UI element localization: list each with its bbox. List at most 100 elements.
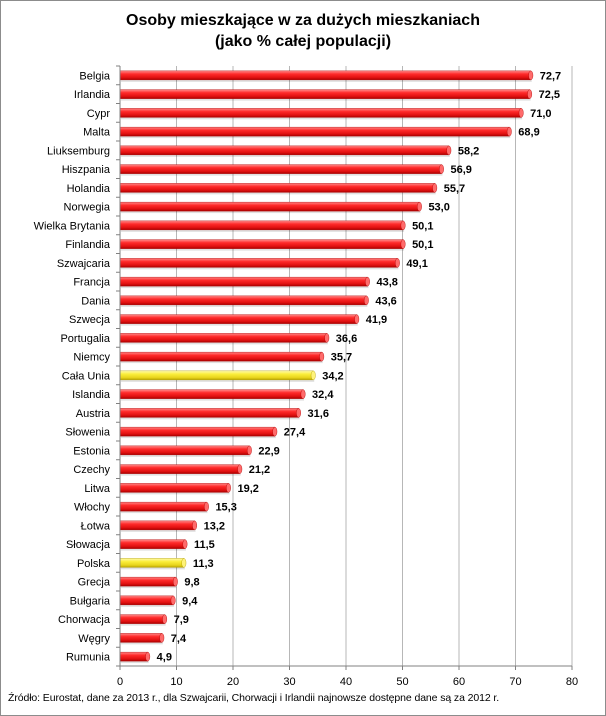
bar-end-cap — [395, 258, 400, 268]
bar-Holandia — [119, 183, 435, 193]
category-label: Polska — [77, 558, 111, 570]
data-label: 7,4 — [171, 633, 187, 645]
bar-end-cap — [363, 295, 369, 306]
bar-end-cap — [400, 239, 406, 249]
data-labels: 72,7 72,5 71,0 68,9 58,2 56,9 55,7 53,0 50,1 50,1… — [157, 70, 561, 663]
bar-Grecja — [119, 576, 176, 587]
data-label: 41,9 — [366, 314, 387, 326]
data-label: 31,6 — [308, 408, 329, 420]
bar-end-cap — [310, 370, 316, 381]
bar-Islandia — [119, 389, 304, 399]
category-label: Węgry — [78, 633, 110, 645]
data-label: 35,7 — [331, 352, 352, 364]
category-label: Cypr — [87, 108, 111, 120]
category-label: Szwecja — [69, 314, 111, 326]
category-label: Norwegia — [64, 202, 111, 214]
data-label: 32,4 — [312, 389, 334, 401]
bar-end-cap — [528, 70, 534, 81]
x-tick-label-60: 60 — [453, 676, 465, 688]
bar-Cypr — [119, 108, 522, 118]
category-label: Islandia — [72, 389, 111, 401]
bar-Wielka Brytania — [119, 220, 404, 231]
bar-Malta — [119, 126, 510, 137]
category-label: Belgia — [79, 70, 110, 82]
bar-end-cap — [246, 445, 252, 456]
category-label: Holandia — [67, 183, 111, 195]
bar-end-cap — [145, 651, 151, 662]
bar-Norwegia — [119, 201, 420, 212]
bar-Liuksemburg — [119, 145, 450, 156]
category-label: Irlandia — [74, 89, 111, 101]
bar-end-cap — [354, 314, 360, 324]
category-label: Malta — [83, 127, 111, 139]
category-label: Czechy — [73, 464, 110, 476]
bar-end-cap — [300, 389, 306, 399]
bar-Chorwacja — [119, 614, 165, 624]
data-label: 15,3 — [215, 502, 236, 514]
bar-end-cap — [432, 183, 438, 193]
bar-end-cap — [172, 576, 178, 587]
x-tick-label-80: 80 — [566, 676, 578, 688]
bar-end-cap — [237, 464, 243, 474]
category-labels: Belgia Irlandia Cypr Malta Liuksemburg Hiszpa… — [34, 70, 111, 663]
bars — [119, 70, 534, 664]
category-label: Litwa — [84, 483, 111, 495]
x-tick-label-40: 40 — [340, 676, 352, 688]
bar-Słowacja — [119, 539, 186, 549]
category-label: Niemcy — [73, 352, 110, 364]
bar-end-cap — [417, 201, 422, 212]
category-label: Szwajcaria — [57, 258, 111, 270]
data-label: 9,8 — [184, 577, 199, 589]
bar-Cała Unia — [119, 370, 314, 381]
bar-Belgia — [119, 70, 531, 81]
category-label: Dania — [81, 295, 111, 307]
bar-end-cap — [162, 614, 168, 624]
data-label: 4,9 — [157, 652, 172, 664]
category-label: Portugalia — [60, 333, 110, 345]
data-label: 50,1 — [412, 239, 433, 251]
axes — [116, 65, 573, 670]
data-label: 58,2 — [458, 145, 479, 157]
category-label: Estonia — [73, 445, 111, 457]
bar-end-cap — [324, 333, 330, 343]
category-label: Grecja — [78, 577, 111, 589]
x-tick-label-50: 50 — [396, 676, 408, 688]
category-label: Rumunia — [66, 652, 111, 664]
category-label: Wielka Brytania — [34, 220, 111, 232]
category-label: Słowenia — [65, 427, 111, 439]
bar-end-cap — [527, 89, 533, 99]
x-axis-tick-labels: 0 10 20 30 40 50 60 70 80 — [117, 676, 578, 688]
bar-end-cap — [181, 558, 187, 568]
source-note: Źródło: Eurostat, dane za 2013 r., dla S… — [8, 692, 500, 704]
data-label: 19,2 — [237, 483, 258, 495]
data-label: 11,5 — [194, 539, 215, 551]
category-label: Hiszpania — [62, 164, 111, 176]
bar-Portugalia — [119, 333, 327, 343]
data-label: 55,7 — [444, 183, 465, 195]
bar-Szwecja — [119, 314, 357, 324]
bar-end-cap — [319, 351, 325, 362]
x-tick-label-0: 0 — [117, 676, 123, 688]
bar-end-cap — [226, 483, 231, 493]
bar-Dania — [119, 295, 367, 306]
category-label: Chorwacja — [58, 614, 111, 626]
bar-Finlandia — [119, 239, 404, 249]
bar-Słowenia — [119, 426, 276, 437]
data-label: 43,8 — [376, 277, 397, 289]
data-label: 68,9 — [518, 127, 539, 139]
data-label: 7,9 — [174, 614, 189, 626]
bar-Włochy — [119, 501, 207, 512]
data-label: 34,2 — [322, 370, 343, 382]
bar-Litwa — [119, 483, 229, 493]
bar-Bułgaria — [119, 595, 174, 606]
data-label: 72,7 — [540, 70, 561, 82]
bar-end-cap — [182, 539, 188, 549]
bar-end-cap — [296, 408, 301, 418]
data-label: 56,9 — [450, 164, 471, 176]
data-label: 21,2 — [249, 464, 270, 476]
data-label: 27,4 — [284, 427, 306, 439]
category-label: Włochy — [74, 502, 111, 514]
bar-Estonia — [119, 445, 250, 456]
bar-end-cap — [446, 145, 452, 156]
